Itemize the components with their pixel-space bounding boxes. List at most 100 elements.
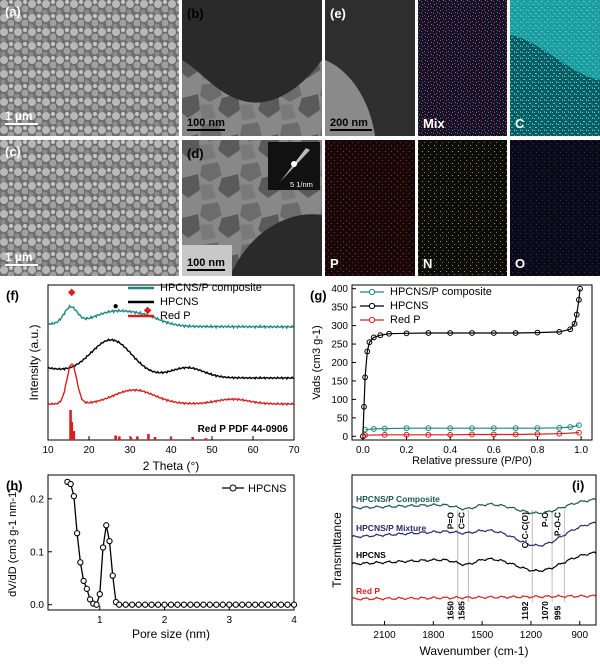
x-axis-title: Wavenumber (cm-1)	[420, 644, 529, 658]
data-point	[232, 601, 239, 608]
data-point	[370, 334, 377, 341]
y-axis-title: dV/dD (cm3 g-1 nm-1)	[7, 488, 19, 597]
data-point	[174, 601, 181, 608]
series-hpcns	[67, 481, 294, 606]
series-red-p	[47, 363, 295, 407]
reference-peak-bar	[204, 438, 208, 440]
data-point	[245, 601, 252, 608]
legend-label: HPCNS	[160, 296, 199, 308]
reference-peak-bar	[129, 437, 133, 440]
data-point	[567, 424, 574, 430]
panel-label-h: (h)	[6, 478, 23, 493]
data-point	[370, 426, 377, 432]
x-tick-label: 30	[124, 445, 136, 456]
scale-bar-label-e: 200 nm	[330, 117, 368, 129]
eds-map-label: Mix	[423, 116, 445, 131]
data-point	[512, 330, 519, 336]
legend-marker	[368, 288, 376, 296]
spectrum-label: HPCNS/P Composite	[356, 494, 440, 504]
panel-label-g: (g)	[310, 288, 327, 303]
data-point	[83, 585, 90, 592]
eds-map-o	[510, 140, 600, 276]
band-value-label: 1070	[540, 601, 550, 620]
tem-dark-region-e	[325, 0, 415, 136]
eds-map-label: O	[515, 256, 525, 271]
band-value-label: 995	[552, 606, 562, 620]
data-point	[93, 601, 100, 608]
data-point	[135, 601, 142, 608]
data-point	[271, 601, 278, 608]
data-point	[403, 431, 410, 438]
reference-peak-bar	[136, 436, 139, 440]
reference-peak-bar	[72, 431, 76, 440]
band-name-label: P-O	[540, 512, 550, 528]
x-tick-label: 1200	[520, 630, 543, 641]
data-point	[425, 431, 432, 438]
data-point	[252, 601, 259, 608]
data-point	[556, 430, 563, 437]
y-tick-label: 100	[331, 395, 348, 406]
y-tick-label: 50	[337, 413, 349, 424]
x-tick-label: 10	[42, 445, 54, 456]
reference-peak-bar	[191, 437, 195, 440]
spectrum-label: Red P	[356, 586, 380, 596]
data-point	[284, 601, 291, 608]
data-point	[556, 328, 563, 335]
reference-peak-bar	[169, 437, 173, 440]
data-point	[556, 424, 563, 431]
y-tick-label: 250	[331, 340, 348, 351]
data-point	[200, 601, 207, 608]
data-point	[129, 601, 136, 608]
data-point	[258, 601, 265, 608]
data-point	[80, 577, 87, 585]
data-point	[425, 330, 432, 336]
eds-map-mix	[418, 0, 507, 136]
panel-label-f: (f)	[6, 288, 19, 303]
data-point	[219, 601, 226, 608]
legend-marker	[229, 484, 237, 492]
series-hpcns-p-composite	[47, 304, 295, 330]
scale-bar-label-saed: 5 1/nm	[290, 180, 313, 189]
marker-red-p-1: ◆	[68, 287, 76, 298]
reference-peak-bar	[147, 434, 150, 440]
spectrum-0	[351, 498, 597, 515]
y-axis-title: Intensity (a.u.)	[27, 324, 41, 400]
scale-bar-label-a: 1 µm	[5, 109, 33, 123]
plot-frame	[351, 474, 597, 626]
data-point	[425, 425, 432, 432]
data-point	[447, 425, 454, 432]
panel-label-d: (d)	[187, 146, 204, 161]
data-point	[512, 431, 519, 438]
panel-label-i: (i)	[572, 478, 584, 493]
data-point	[86, 596, 94, 603]
reference-peak-bar	[70, 422, 74, 440]
x-tick-label: 0.4	[443, 445, 457, 456]
y-tick-label: 200	[331, 358, 348, 369]
data-point	[290, 601, 298, 608]
data-point	[148, 601, 155, 608]
data-point	[193, 601, 201, 608]
y-axis-title: Transmittance	[330, 512, 344, 588]
y-tick-label: 0.2	[30, 494, 44, 505]
sem-image-c	[0, 140, 179, 276]
data-point	[469, 425, 475, 432]
band-name-label: C-C-C(O)	[520, 512, 530, 549]
eds-maps: Mix C P N O	[325, 0, 600, 276]
data-point	[167, 601, 175, 608]
data-point	[576, 296, 582, 303]
band-value-label: 1192	[520, 601, 530, 620]
data-point	[447, 330, 454, 336]
data-point	[187, 601, 194, 608]
x-tick-label: 3	[226, 615, 232, 626]
x-axis-title: Pore size (nm)	[132, 627, 210, 641]
spectrum-label: HPCNS/P Mixture	[356, 523, 426, 533]
data-point	[469, 330, 475, 336]
data-point	[106, 538, 113, 545]
data-point	[206, 601, 213, 608]
series-line	[365, 432, 579, 436]
x-tick-label: 40	[165, 445, 177, 456]
x-tick-label: 2100	[373, 630, 396, 641]
data-point	[447, 431, 454, 438]
y-tick-label: 0.1	[30, 547, 44, 558]
